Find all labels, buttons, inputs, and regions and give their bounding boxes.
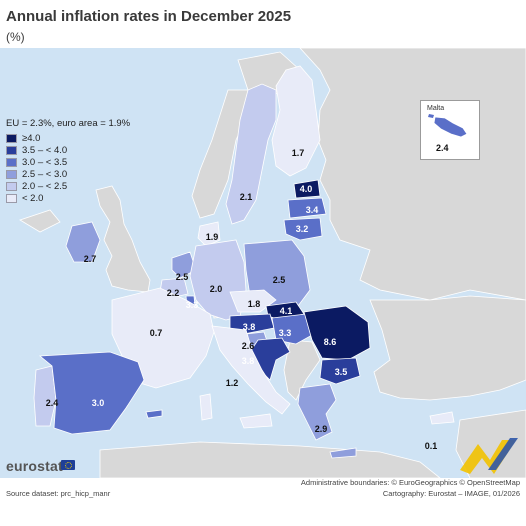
- country-italy: [211, 325, 291, 415]
- country-estonia: [293, 179, 321, 199]
- russia-belarus-ukraine-region: [299, 48, 526, 301]
- country-ireland: [65, 221, 101, 263]
- country-sweden: [225, 83, 277, 225]
- legend-swatch: [6, 169, 17, 179]
- value-label-romania: 8.6: [324, 337, 337, 347]
- island-sicily: [239, 413, 273, 429]
- source-dataset: Source dataset: prc_hicp_manr: [6, 489, 111, 498]
- malta-value: 2.4: [436, 143, 449, 153]
- legend-swatch: [6, 133, 17, 143]
- value-label-czechia: 1.8: [248, 299, 261, 309]
- island-corsica-sardinia: [199, 393, 213, 421]
- map-subtitle: (%): [6, 30, 25, 44]
- legend-item: ≥4.0: [6, 132, 156, 144]
- value-label-austria: 3.8: [243, 322, 256, 332]
- great-britain: [95, 185, 151, 293]
- legend-item: 3.0 – < 3.5: [6, 156, 156, 168]
- legend-label: ≥4.0: [22, 132, 41, 144]
- country-netherlands: [171, 251, 197, 279]
- value-label-netherlands: 2.5: [176, 272, 189, 282]
- value-label-slovakia: 4.1: [280, 306, 293, 316]
- value-label-finland: 1.7: [292, 148, 305, 158]
- legend: EU = 2.3%, euro area = 1.9% ≥4.0 3.5 – < …: [6, 118, 156, 204]
- north-africa: [99, 441, 441, 478]
- eurostat-logo: eurostat: [6, 458, 63, 474]
- legend-eu-note: EU = 2.3%, euro area = 1.9%: [6, 118, 131, 129]
- value-label-greece: 2.9: [315, 424, 328, 434]
- value-label-poland: 2.5: [273, 275, 286, 285]
- country-bulgaria: [319, 357, 361, 385]
- value-label-france: 0.7: [150, 328, 163, 338]
- legend-item: 2.5 – < 3.0: [6, 168, 156, 180]
- value-label-hungary: 3.3: [279, 328, 292, 338]
- country-hungary: [271, 313, 315, 345]
- legend-label: 3.5 – < 4.0: [22, 144, 68, 156]
- country-spain: [38, 351, 145, 435]
- map-canvas: 1.7 2.1 4.0 3.4 3.2 1.9 2.7 2.5 2.2 3.3 2.0 2.5 1.8 4…: [19, 48, 526, 478]
- value-label-sweden: 2.1: [240, 192, 253, 202]
- eurostat-corner-logo: [460, 438, 518, 474]
- value-label-ireland: 2.7: [84, 254, 97, 264]
- island-balearics: [145, 409, 163, 419]
- country-cyprus: [429, 411, 455, 425]
- country-lithuania: [283, 217, 323, 241]
- value-label-slovenia: 2.6: [242, 341, 255, 351]
- value-label-belgium: 2.2: [167, 288, 180, 298]
- value-label-denmark: 1.9: [206, 232, 219, 242]
- value-label-germany: 2.0: [210, 284, 223, 294]
- country-romania: [303, 305, 371, 361]
- legend-label: 2.0 – < 2.5: [22, 180, 68, 192]
- country-austria: [229, 313, 275, 335]
- value-label-lithuania: 3.2: [296, 224, 309, 234]
- turkey-balkans-east: [369, 295, 526, 401]
- value-label-croatia: 3.8: [242, 356, 255, 366]
- country-greece: [297, 383, 337, 441]
- admin-boundaries-credit: Administrative boundaries: © EuroGeograp…: [300, 478, 520, 487]
- legend-swatch: [6, 181, 17, 191]
- value-label-latvia: 3.4: [306, 205, 319, 215]
- island-crete: [329, 447, 357, 459]
- legend-item: 2.0 – < 2.5: [6, 180, 156, 192]
- malta-shape: [428, 114, 468, 138]
- cartography-credit: Cartography: Eurostat – IMAGE, 01/2026: [382, 489, 520, 498]
- value-label-luxembourg: 3.3: [186, 300, 199, 310]
- legend-item: < 2.0: [6, 192, 156, 204]
- iceland-fragment: [19, 209, 61, 233]
- country-denmark: [197, 221, 221, 247]
- malta-inset: Malta 2.4: [420, 100, 480, 160]
- malta-inset-label: Malta: [427, 105, 445, 112]
- legend-label: 3.0 – < 3.5: [22, 156, 68, 168]
- value-label-portugal: 2.4: [46, 398, 59, 408]
- eu-flag-icon: [61, 460, 75, 470]
- country-finland: [271, 65, 321, 177]
- value-label-estonia: 4.0: [300, 184, 313, 194]
- value-label-bulgaria: 3.5: [335, 367, 348, 377]
- map-title: Annual inflation rates in December 2025: [6, 8, 292, 25]
- legend-label: 2.5 – < 3.0: [22, 168, 68, 180]
- legend-label: < 2.0: [22, 192, 44, 204]
- value-label-cyprus: 0.1: [425, 441, 438, 451]
- legend-swatch: [6, 193, 17, 203]
- country-latvia: [287, 197, 327, 219]
- value-label-spain: 3.0: [92, 398, 105, 408]
- legend-swatch: [6, 145, 17, 155]
- legend-swatch: [6, 157, 17, 167]
- legend-item: 3.5 – < 4.0: [6, 144, 156, 156]
- value-label-italy: 1.2: [226, 378, 239, 388]
